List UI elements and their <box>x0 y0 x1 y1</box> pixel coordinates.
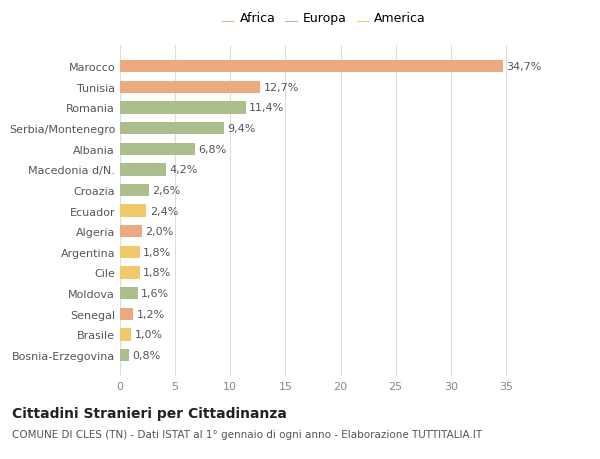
Bar <box>120 82 260 94</box>
Text: 1,2%: 1,2% <box>137 309 165 319</box>
Text: 4,2%: 4,2% <box>170 165 198 175</box>
Text: COMUNE DI CLES (TN) - Dati ISTAT al 1° gennaio di ogni anno - Elaborazione TUTTI: COMUNE DI CLES (TN) - Dati ISTAT al 1° g… <box>12 429 482 439</box>
Bar <box>120 308 133 320</box>
Bar <box>120 102 246 114</box>
Text: 2,0%: 2,0% <box>145 227 173 237</box>
Bar <box>120 267 140 279</box>
Bar <box>120 349 129 361</box>
Text: 1,6%: 1,6% <box>141 288 169 298</box>
Bar <box>120 205 146 217</box>
Text: 11,4%: 11,4% <box>249 103 284 113</box>
Bar <box>120 164 166 176</box>
Text: 0,8%: 0,8% <box>132 350 160 360</box>
Bar <box>120 143 195 156</box>
Text: 1,8%: 1,8% <box>143 247 172 257</box>
Bar <box>120 225 142 238</box>
Bar <box>120 329 131 341</box>
Text: 9,4%: 9,4% <box>227 124 256 134</box>
Bar <box>120 185 149 197</box>
Legend: Africa, Europa, America: Africa, Europa, America <box>220 9 428 27</box>
Text: 2,4%: 2,4% <box>150 206 178 216</box>
Bar <box>120 287 137 300</box>
Text: Cittadini Stranieri per Cittadinanza: Cittadini Stranieri per Cittadinanza <box>12 406 287 420</box>
Text: 1,0%: 1,0% <box>134 330 163 340</box>
Bar <box>120 246 140 258</box>
Text: 2,6%: 2,6% <box>152 185 180 196</box>
Bar <box>120 123 224 135</box>
Bar <box>120 61 503 73</box>
Text: 6,8%: 6,8% <box>198 145 227 154</box>
Text: 12,7%: 12,7% <box>263 83 299 93</box>
Text: 34,7%: 34,7% <box>506 62 541 72</box>
Text: 1,8%: 1,8% <box>143 268 172 278</box>
